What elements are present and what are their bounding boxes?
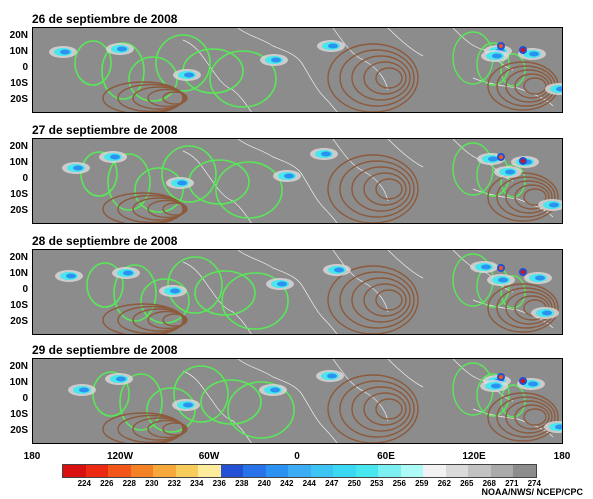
lat-label: 20N — [9, 361, 28, 372]
credit-text: NOAA/NWS/ NCEP/CPC — [481, 487, 583, 497]
lat-label: 0 — [22, 393, 28, 404]
colorbar-cell — [288, 465, 311, 477]
panel-title-3: 28 de septiembre de 2008 — [32, 234, 178, 248]
lat-label: 20S — [10, 94, 28, 105]
colorbar-label: 259 — [415, 479, 429, 488]
map-panel-1 — [32, 27, 563, 113]
panel-title-2: 27 de septiembre de 2008 — [32, 123, 178, 137]
colorbar-label: 253 — [370, 479, 384, 488]
lat-label: 20N — [9, 252, 28, 263]
colorbar-cell — [63, 465, 86, 477]
lon-label-180e: 180 — [553, 451, 571, 462]
colorbar-label: 228 — [122, 479, 136, 488]
colorbar-cell — [378, 465, 401, 477]
map-panel-4 — [32, 358, 563, 444]
colorbar-label: 256 — [392, 479, 406, 488]
colorbar-cell — [220, 465, 243, 477]
colorbar-cell — [333, 465, 356, 477]
map-panel-3 — [32, 249, 563, 335]
lat-label: 20S — [10, 316, 28, 327]
colorbar-label: 226 — [100, 479, 114, 488]
colorbar-cell — [130, 465, 153, 477]
colorbar-label: 247 — [325, 479, 339, 488]
lon-label-120e: 120E — [462, 451, 486, 462]
lat-label: 10S — [10, 78, 28, 89]
colorbar-cell — [400, 465, 423, 477]
colorbar-label: 265 — [460, 479, 474, 488]
colorbar-cell — [445, 465, 468, 477]
lat-label: 10S — [10, 300, 28, 311]
map-panel-2 — [32, 138, 563, 224]
lat-label: 20N — [9, 141, 28, 152]
lat-label: 0 — [22, 284, 28, 295]
colorbar-label: 238 — [235, 479, 249, 488]
colorbar-label: 244 — [302, 479, 316, 488]
colorbar-label: 250 — [347, 479, 361, 488]
colorbar-label: 240 — [257, 479, 271, 488]
lat-label: 0 — [22, 62, 28, 73]
colorbar-cell — [108, 465, 131, 477]
colorbar-label: 234 — [190, 479, 204, 488]
lat-label: 20S — [10, 205, 28, 216]
colorbar-label: 236 — [212, 479, 226, 488]
lon-label-0: 0 — [294, 451, 300, 462]
colorbar-label: 242 — [280, 479, 294, 488]
colorbar-cell — [355, 465, 378, 477]
colorbar-cell — [423, 465, 446, 477]
colorbar-label: 262 — [437, 479, 451, 488]
colorbar-cell — [175, 465, 198, 477]
colorbar-label: 224 — [77, 479, 91, 488]
lat-label: 0 — [22, 173, 28, 184]
colorbar-label: 268 — [482, 479, 496, 488]
lat-label: 10S — [10, 409, 28, 420]
lon-label-120w: 120W — [106, 451, 134, 462]
lat-label: 10N — [9, 377, 28, 388]
lon-label-180w: 180 — [23, 451, 41, 462]
lat-label: 10N — [9, 268, 28, 279]
colorbar-cell — [265, 465, 288, 477]
colorbar-label: 271 — [505, 479, 519, 488]
panel-title-1: 26 de septiembre de 2008 — [32, 12, 178, 26]
lat-label: 20N — [9, 30, 28, 41]
colorbar-cell — [153, 465, 176, 477]
colorbar-cell — [310, 465, 333, 477]
colorbar-cell — [85, 465, 108, 477]
colorbar-cell — [513, 465, 536, 477]
lon-label-60w: 60W — [198, 451, 220, 462]
lat-label: 10N — [9, 46, 28, 57]
lat-label: 10S — [10, 189, 28, 200]
colorbar-label: 232 — [167, 479, 181, 488]
lat-label: 10N — [9, 157, 28, 168]
lat-label: 20S — [10, 425, 28, 436]
colorbar — [62, 464, 537, 478]
colorbar-cell — [468, 465, 491, 477]
colorbar-cell — [243, 465, 266, 477]
colorbar-label: 230 — [145, 479, 159, 488]
colorbar-cell — [198, 465, 221, 477]
colorbar-cell — [490, 465, 513, 477]
lon-label-60e: 60E — [377, 451, 395, 462]
colorbar-label: 274 — [527, 479, 541, 488]
panel-title-4: 29 de septiembre de 2008 — [32, 343, 178, 357]
